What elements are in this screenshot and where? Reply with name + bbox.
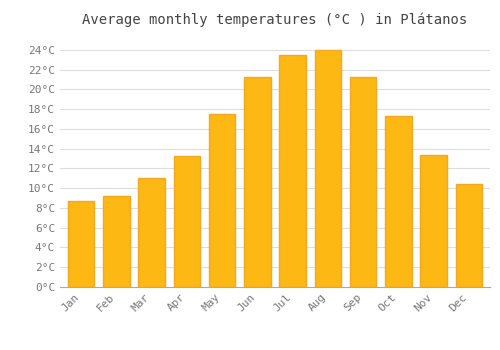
Bar: [68, 201, 94, 287]
Bar: [420, 155, 447, 287]
Bar: [280, 55, 306, 287]
Bar: [138, 178, 165, 287]
Bar: [209, 114, 236, 287]
Title: Average monthly temperatures (°C ) in Plátanos: Average monthly temperatures (°C ) in Pl…: [82, 12, 468, 27]
Bar: [244, 77, 270, 287]
Bar: [350, 77, 376, 287]
Bar: [456, 184, 482, 287]
Bar: [174, 155, 200, 287]
Bar: [103, 196, 130, 287]
Bar: [314, 50, 341, 287]
Bar: [385, 116, 411, 287]
